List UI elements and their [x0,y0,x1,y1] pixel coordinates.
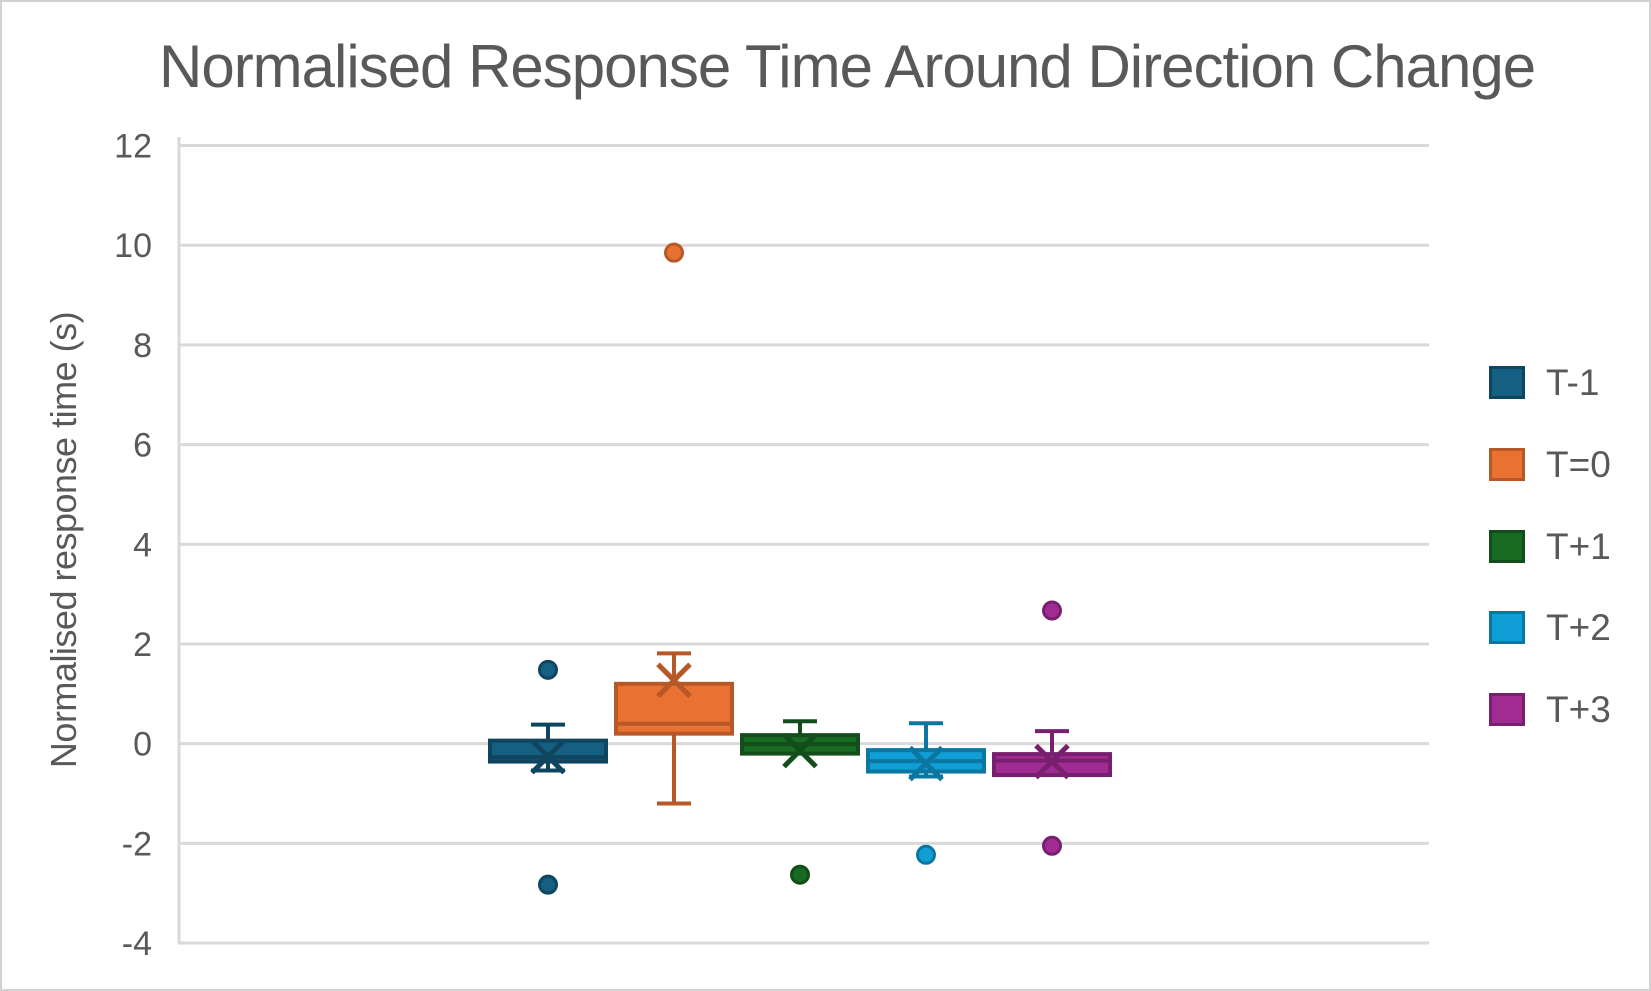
y-tick-label: 2 [133,626,152,664]
outlier-point [538,659,558,680]
outlier-point [1042,835,1062,856]
mean-marker [530,738,566,775]
mean-marker [656,662,692,699]
mean-marker [908,745,944,782]
y-tick-label: -4 [122,925,152,963]
outlier-point [916,844,936,865]
y-tick-label: 10 [114,227,152,265]
mean-marker [782,732,818,769]
outlier-point [1042,600,1062,621]
outlier-point [664,242,684,263]
y-tick-label: 4 [133,526,152,564]
outlier-point [538,874,558,895]
box-T=0 [614,681,734,736]
y-tick-label: 6 [133,427,152,465]
y-tick-label: 12 [114,128,152,166]
y-tick-label: 8 [133,327,152,365]
outlier-point [790,864,810,885]
y-tick-label: 0 [133,726,152,764]
y-tick-label: -2 [122,825,152,863]
chart-title: Normalised Response Time Around Directio… [159,33,1536,100]
mean-marker [1034,743,1070,780]
